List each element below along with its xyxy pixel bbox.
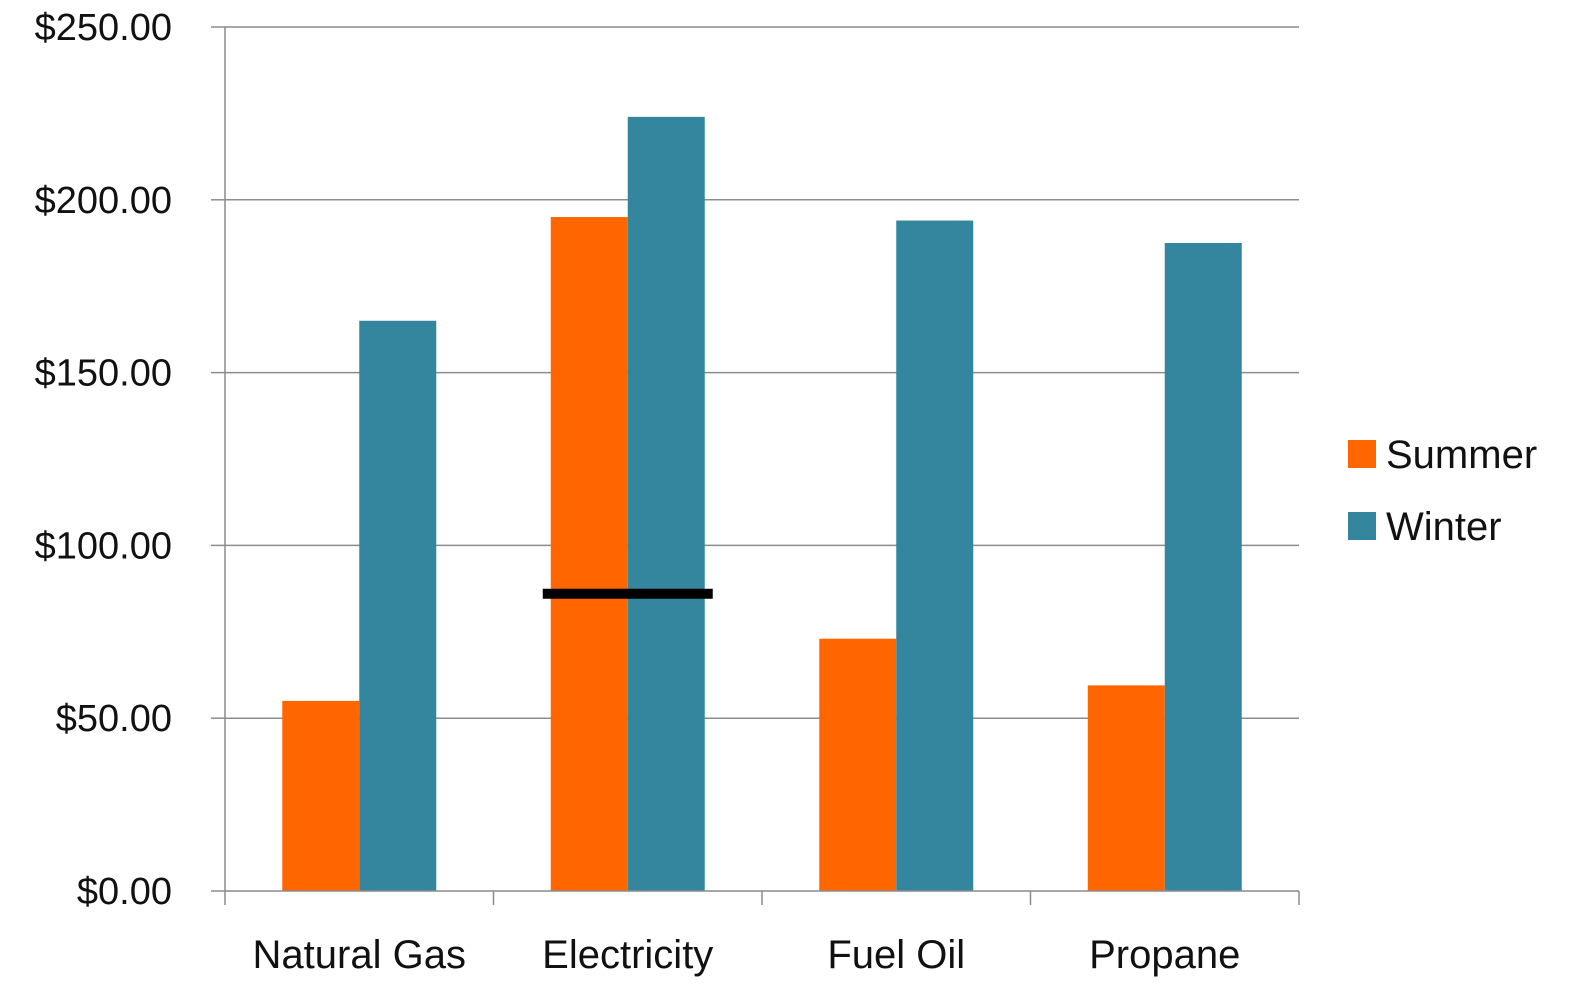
bar-summer-propane bbox=[1087, 685, 1165, 891]
legend: Summer Winter bbox=[1348, 433, 1537, 549]
legend-swatch-winter bbox=[1348, 512, 1376, 540]
legend-swatch-summer bbox=[1348, 440, 1376, 468]
bar-winter-natural-gas bbox=[359, 320, 437, 891]
bar-winter-propane bbox=[1164, 243, 1242, 891]
y-tick-label: $200.00 bbox=[35, 180, 172, 222]
y-axis-tick-labels: $0.00 $50.00 $100.00 $150.00 $200.00 $250.00 bbox=[35, 7, 172, 913]
legend-label-winter: Winter bbox=[1386, 505, 1502, 549]
legend-label-summer: Summer bbox=[1386, 433, 1537, 477]
y-tick-label: $50.00 bbox=[56, 698, 172, 740]
y-tick-label: $100.00 bbox=[35, 525, 172, 567]
y-tick-label: $150.00 bbox=[35, 353, 172, 395]
axes bbox=[224, 27, 1300, 905]
bar-winter-fuel-oil bbox=[896, 220, 974, 891]
bar-summer-natural-gas bbox=[282, 700, 360, 891]
y-tick-label: $0.00 bbox=[77, 871, 172, 913]
x-axis-category-labels: Natural Gas Electricity Fuel Oil Propane bbox=[253, 933, 1241, 977]
bar-winter-electricity bbox=[627, 116, 705, 891]
bar-summer-electricity bbox=[550, 217, 628, 891]
y-tick-label: $250.00 bbox=[35, 7, 172, 49]
x-category-label: Electricity bbox=[542, 933, 713, 977]
x-category-label: Propane bbox=[1089, 933, 1240, 977]
x-category-label: Natural Gas bbox=[253, 933, 466, 977]
bar-summer-fuel-oil bbox=[819, 638, 897, 891]
x-category-label: Fuel Oil bbox=[827, 933, 965, 977]
bars bbox=[282, 116, 1242, 891]
